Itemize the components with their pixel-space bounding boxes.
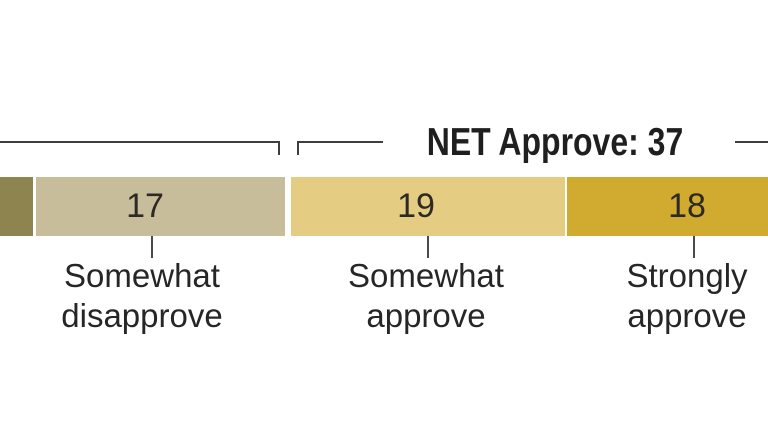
bar-value-somewhat-disapprove: 17	[126, 187, 164, 225]
segment-label-line: approve	[627, 297, 747, 334]
segment-label-line: disapprove	[61, 297, 223, 334]
approve-bracket-rule-left	[297, 141, 383, 143]
net-approve-annotation: NET Approve: 37	[426, 121, 684, 164]
bar-value-somewhat-approve: 19	[397, 187, 435, 225]
callout-tick-somewhat-disapprove	[151, 236, 153, 258]
bar-segment-truncated-left	[0, 177, 33, 236]
bar-segment-somewhat-approve	[291, 177, 565, 236]
bar-segment-strongly-approve	[567, 177, 768, 236]
callout-tick-somewhat-approve	[427, 236, 429, 258]
callout-tick-strongly-approve	[693, 236, 695, 258]
segment-label-line: Somewhat	[64, 257, 220, 294]
bar-segment-somewhat-disapprove	[36, 177, 285, 236]
disapprove-bracket-rule	[0, 141, 280, 143]
segment-label-strongly-approve: Strongly approve	[626, 256, 747, 336]
segment-label-line: approve	[366, 297, 486, 334]
segment-label-somewhat-disapprove: Somewhat disapprove	[61, 256, 222, 336]
segment-label-line: Strongly	[626, 257, 748, 294]
bar-value-strongly-approve: 18	[668, 187, 706, 225]
approve-bracket-start-tick	[297, 141, 299, 155]
segment-label-somewhat-approve: Somewhat approve	[348, 256, 504, 336]
approve-bracket-rule-right	[735, 141, 768, 143]
disapprove-bracket-end-tick	[278, 141, 280, 155]
segment-label-line: Somewhat	[348, 257, 504, 294]
